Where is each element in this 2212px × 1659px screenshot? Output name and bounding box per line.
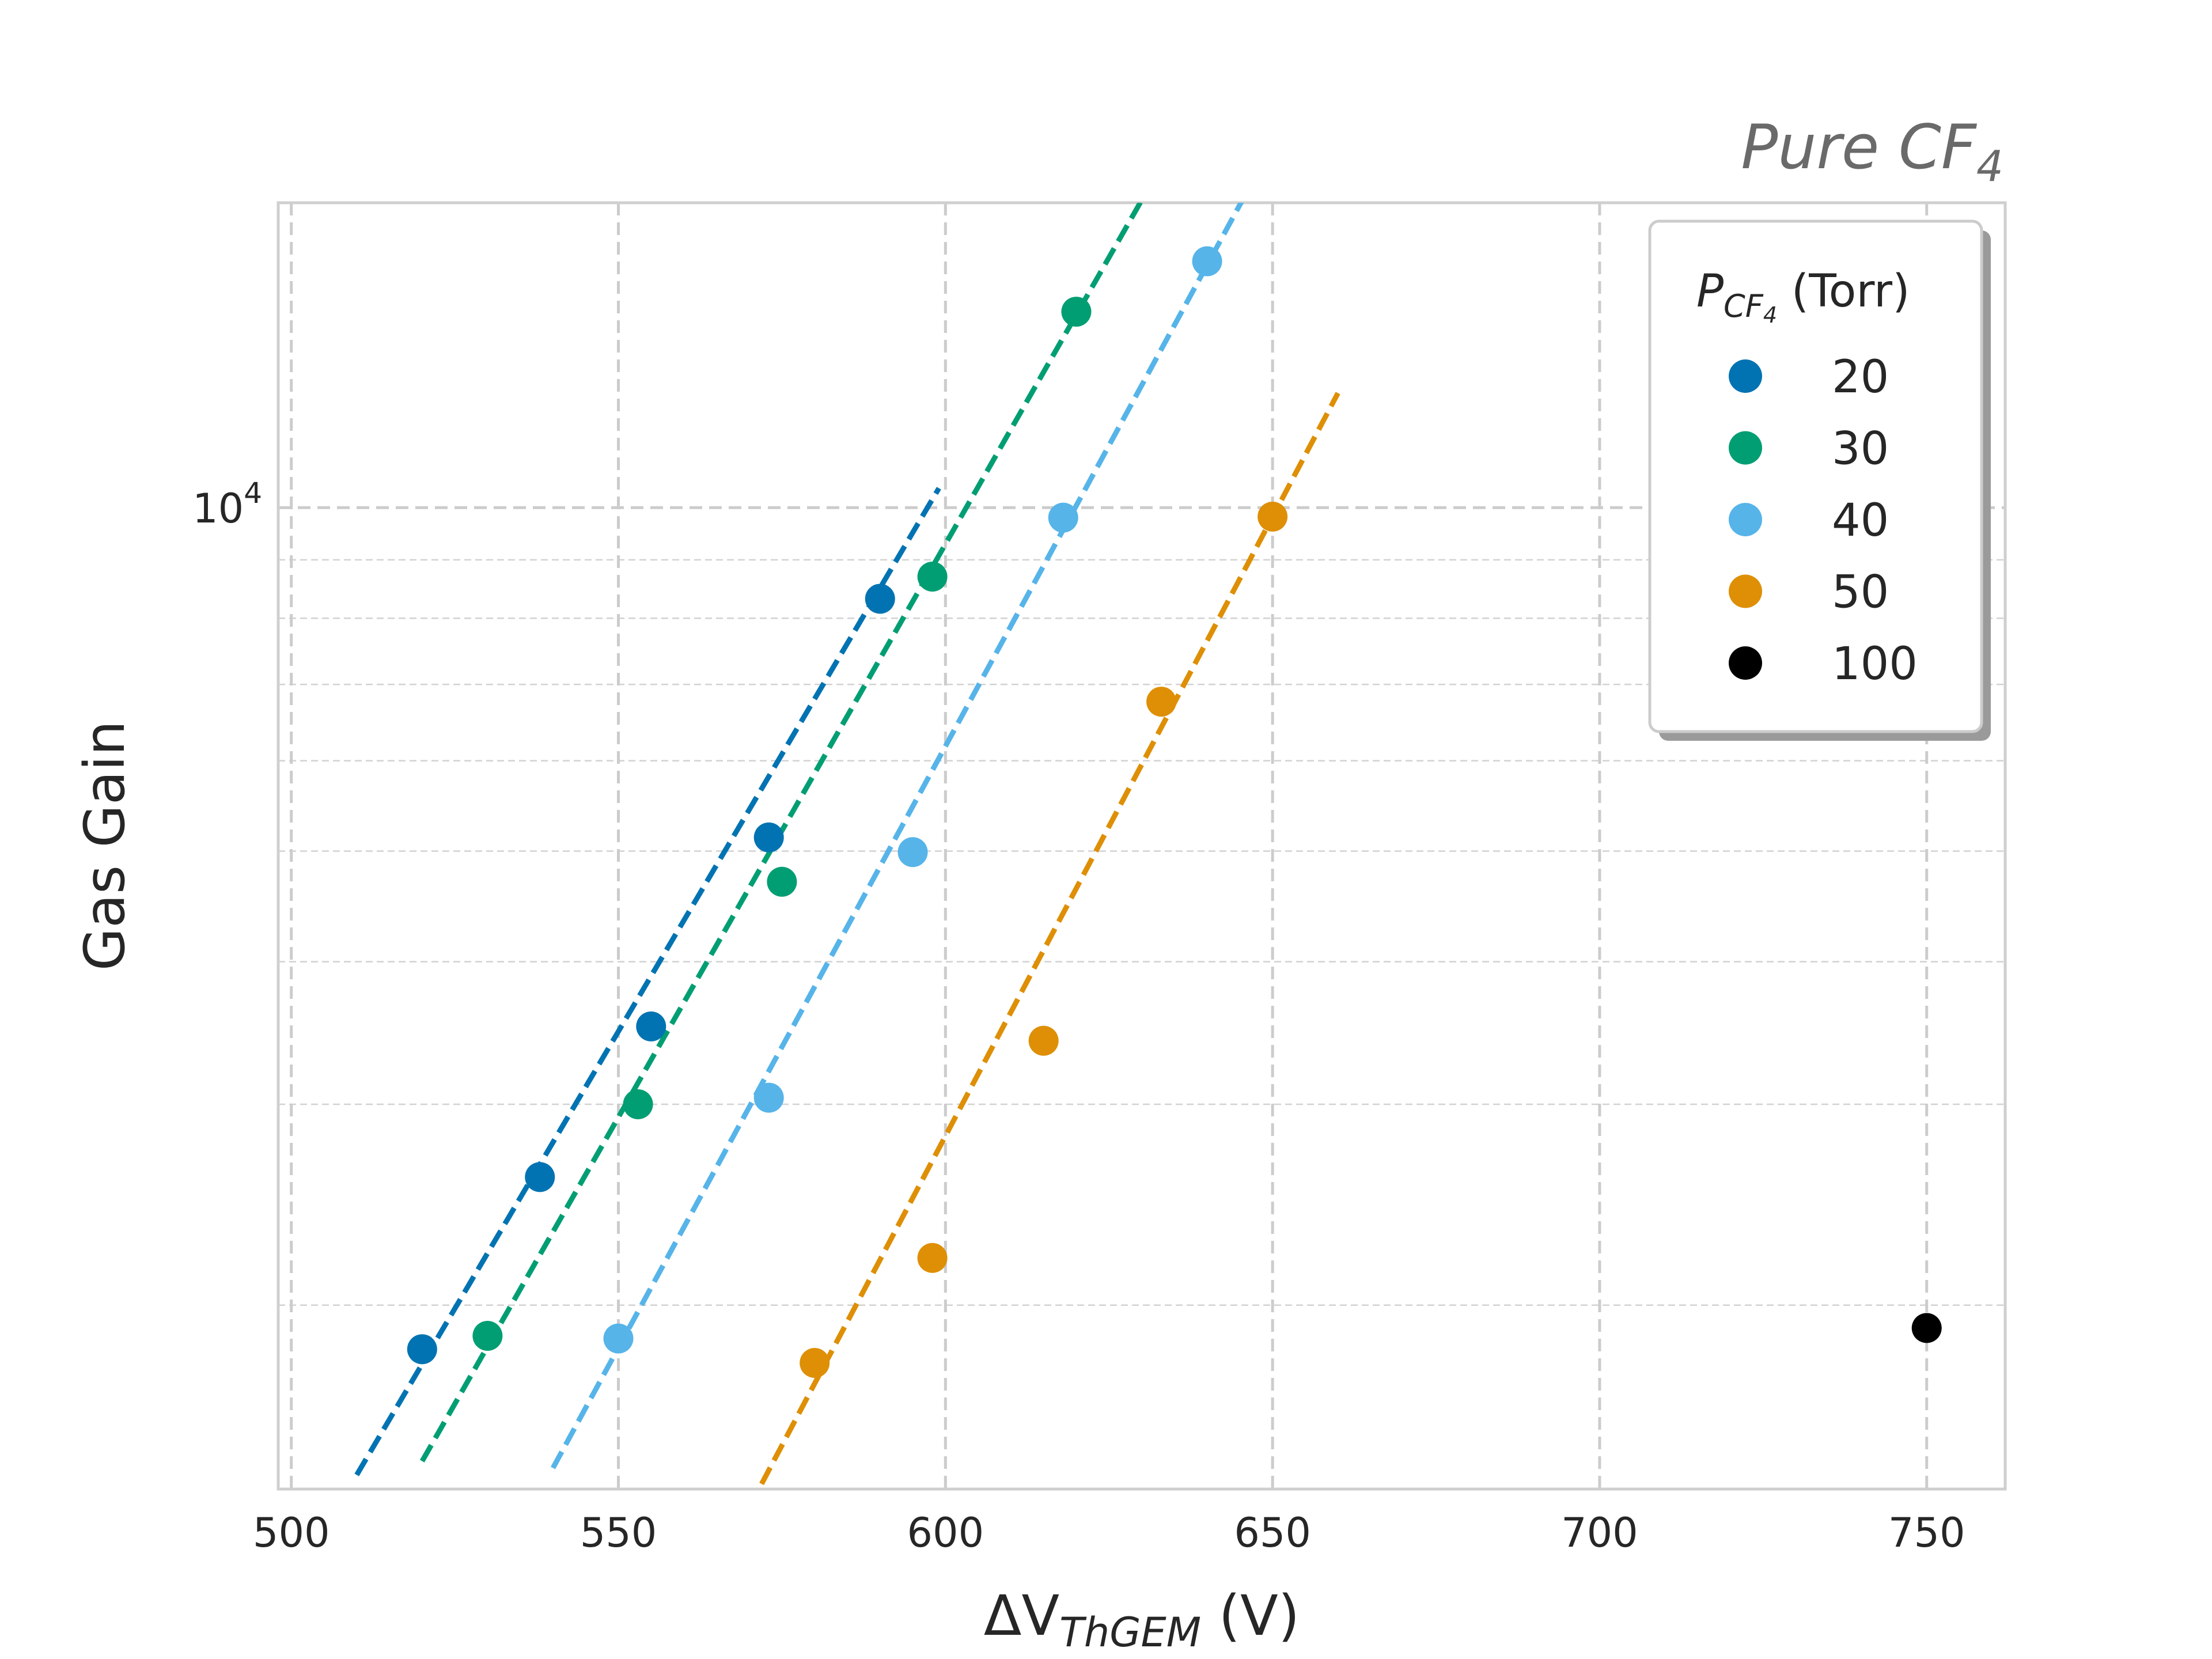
- data-point-40-torr: [1192, 246, 1222, 276]
- legend-label-50-torr: 50: [1832, 567, 1889, 619]
- data-point-50-torr: [1028, 1025, 1059, 1056]
- y-tick-label-base: 10: [192, 485, 244, 532]
- plot-frame: [276, 201, 2007, 1491]
- chart-title: Pure CF4: [1741, 112, 2003, 191]
- legend: PCF4 (Torr) 20 30 40 50 100: [1648, 219, 1991, 741]
- legend-marker-30-torr: [1729, 431, 1762, 465]
- data-point-50-torr: [800, 1348, 830, 1378]
- y-tick-label: 104: [192, 476, 262, 532]
- data-point-50-torr: [917, 1243, 948, 1273]
- legend-label-40-torr: 40: [1832, 495, 1889, 547]
- legend-marker-40-torr: [1729, 503, 1762, 536]
- legend-label-100-torr: 100: [1832, 638, 1918, 690]
- data-point-40-torr: [897, 837, 928, 868]
- legend-marker-20-torr: [1729, 359, 1762, 393]
- fit-line-50-torr: [756, 392, 1340, 1489]
- x-axis-label: ΔVThGEM (V): [984, 1584, 1300, 1656]
- fit-line-20-torr: [354, 487, 941, 1476]
- legend-label-30-torr: 30: [1832, 423, 1889, 475]
- data-point-40-torr: [753, 1082, 784, 1113]
- legend-title: PCF4 (Torr): [1696, 266, 1910, 328]
- data-point-50-torr: [1146, 687, 1177, 717]
- data-point-30-torr: [472, 1321, 503, 1351]
- data-point-20-torr: [636, 1011, 666, 1041]
- data-point-20-torr: [525, 1162, 555, 1192]
- data-point-20-torr: [407, 1334, 437, 1365]
- x-tick-label: 600: [907, 1509, 984, 1556]
- x-tick-label: 500: [253, 1509, 330, 1556]
- x-tick-label: 700: [1561, 1509, 1638, 1556]
- data-points: [407, 246, 1942, 1378]
- data-point-100-torr: [1911, 1313, 1942, 1343]
- axis-ticks: 500 550 600 650 700 750 104: [192, 476, 1965, 1556]
- fit-line-40-torr: [551, 203, 1244, 1469]
- legend-box: [1648, 219, 1983, 733]
- data-point-40-torr: [603, 1323, 634, 1354]
- y-tick-label-exponent: 4: [244, 476, 262, 510]
- data-point-40-torr: [1048, 502, 1078, 533]
- legend-marker-50-torr: [1729, 574, 1762, 608]
- y-axis-label: Gas Gain: [73, 721, 137, 971]
- data-point-30-torr: [1061, 297, 1092, 327]
- x-tick-label: 750: [1888, 1509, 1965, 1556]
- data-point-50-torr: [1257, 501, 1288, 532]
- x-tick-label: 550: [580, 1509, 657, 1556]
- legend-label-20-torr: 20: [1832, 351, 1889, 403]
- data-point-30-torr: [623, 1089, 653, 1119]
- legend-marker-100-torr: [1729, 646, 1762, 680]
- data-point-20-torr: [753, 822, 784, 853]
- legend-entries: 20 30 40 50 100: [1729, 351, 1918, 690]
- data-point-30-torr: [767, 866, 797, 897]
- x-tick-label: 650: [1234, 1509, 1311, 1556]
- data-point-30-torr: [917, 562, 948, 592]
- data-point-20-torr: [865, 584, 895, 614]
